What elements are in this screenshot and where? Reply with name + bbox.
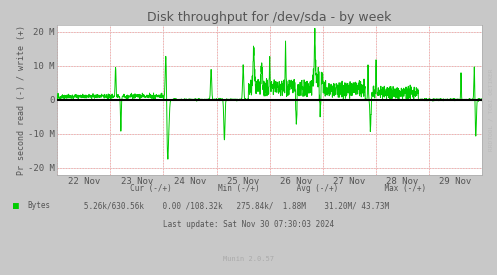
- Text: Cur (-/+)          Min (-/+)        Avg (-/+)          Max (-/+): Cur (-/+) Min (-/+) Avg (-/+) Max (-/+): [70, 184, 426, 193]
- Text: RRDTOOL / TOBI OETIKER: RRDTOOL / TOBI OETIKER: [489, 69, 494, 151]
- Text: Last update: Sat Nov 30 07:30:03 2024: Last update: Sat Nov 30 07:30:03 2024: [163, 220, 334, 229]
- Y-axis label: Pr second read (-) / write (+): Pr second read (-) / write (+): [17, 25, 26, 175]
- Text: Munin 2.0.57: Munin 2.0.57: [223, 256, 274, 262]
- Text: ■: ■: [13, 201, 19, 211]
- Title: Disk throughput for /dev/sda - by week: Disk throughput for /dev/sda - by week: [148, 10, 392, 24]
- Text: 5.26k/630.56k    0.00 /108.32k   275.84k/  1.88M    31.20M/ 43.73M: 5.26k/630.56k 0.00 /108.32k 275.84k/ 1.8…: [70, 201, 389, 210]
- Text: Bytes: Bytes: [27, 201, 51, 210]
